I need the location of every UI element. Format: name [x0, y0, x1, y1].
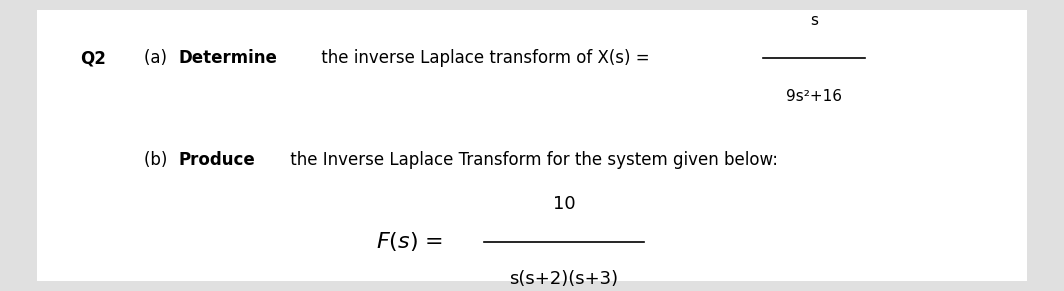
Text: Produce: Produce	[179, 151, 255, 169]
Text: s: s	[810, 13, 818, 28]
Text: s(s+2)(s+3): s(s+2)(s+3)	[510, 270, 618, 288]
Text: (a): (a)	[144, 49, 172, 67]
Text: 10: 10	[552, 195, 576, 213]
Text: the Inverse Laplace Transform for the system given below:: the Inverse Laplace Transform for the sy…	[285, 151, 778, 169]
Text: Determine: Determine	[179, 49, 278, 67]
Text: the inverse Laplace transform of X(s) =: the inverse Laplace transform of X(s) =	[316, 49, 650, 67]
Text: $\mathit{F(s)}$ =: $\mathit{F(s)}$ =	[376, 230, 444, 253]
Text: 9s²+16: 9s²+16	[786, 88, 842, 104]
Text: Q2: Q2	[80, 49, 105, 67]
Text: (b): (b)	[144, 151, 172, 169]
